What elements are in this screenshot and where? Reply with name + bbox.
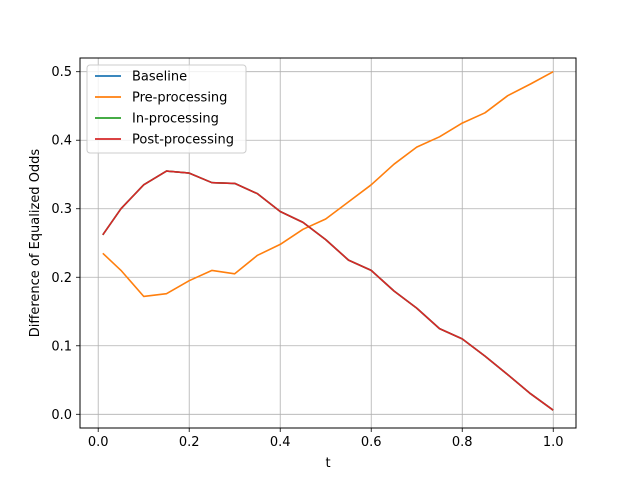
series-line-post-processing xyxy=(102,170,554,411)
legend-label-baseline: Baseline xyxy=(132,70,187,85)
plot-frame xyxy=(79,57,577,429)
legend-label-post-processing: Post-processing xyxy=(132,133,234,148)
x-tick-label: 0.2 xyxy=(179,435,200,450)
x-tick-label: 0.0 xyxy=(88,435,109,450)
x-tick-label: 0.4 xyxy=(270,435,291,450)
legend-label-pre-processing: Pre-processing xyxy=(132,91,227,106)
x-axis-label: t xyxy=(325,456,330,471)
y-tick-label: 0.4 xyxy=(51,134,72,149)
x-tick-label: 0.8 xyxy=(452,435,473,450)
series-line-pre-processing xyxy=(102,70,554,298)
y-tick-label: 0.2 xyxy=(51,271,72,286)
legend-box xyxy=(86,64,247,154)
x-tick-label: 1.0 xyxy=(543,435,564,450)
y-axis-label: Difference of Equalized Odds xyxy=(28,149,43,338)
y-tick-label: 0.1 xyxy=(51,339,72,354)
y-tick-label: 0.0 xyxy=(51,408,72,423)
y-tick-label: 0.3 xyxy=(51,202,72,217)
y-tick-label: 0.5 xyxy=(51,65,72,80)
legend-label-in-processing: In-processing xyxy=(132,112,219,127)
ticks: 0.0 0.2 0.4 0.6 0.8 1.0 0.0 0.1 0.2 0.3 0.4 0.5 xyxy=(51,65,563,450)
legend: Baseline Pre-processing In-processing Post-… xyxy=(86,64,247,154)
series-layer xyxy=(102,70,554,411)
x-tick-label: 0.6 xyxy=(361,435,382,450)
